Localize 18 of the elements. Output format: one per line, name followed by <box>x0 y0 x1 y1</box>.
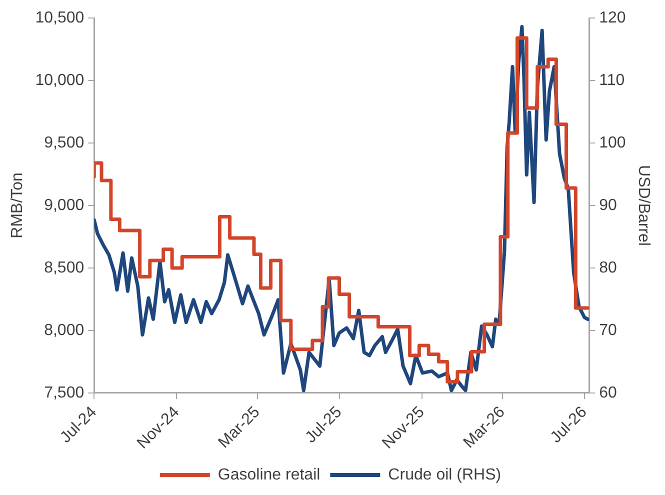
y-tick-label: 9,500 <box>44 134 84 152</box>
legend-label: Crude oil (RHS) <box>388 466 502 484</box>
y-tick-label: 10,000 <box>35 72 84 89</box>
y-tick-label: 10,500 <box>35 9 84 26</box>
legend-label: Gasoline retail <box>218 466 320 484</box>
y-tick-label: 8,500 <box>44 259 84 276</box>
y-axis-title: RMB/Ton <box>9 172 26 238</box>
y2-tick-label: 100 <box>599 134 626 152</box>
y2-tick-label: 80 <box>599 259 618 276</box>
y-tick-label: 7,500 <box>44 384 84 402</box>
y2-axis-title: USD/Barrel <box>634 165 652 246</box>
y-tick-label: 9,000 <box>44 196 84 214</box>
y2-tick-label: 110 <box>599 72 625 89</box>
y-tick-label: 8,000 <box>44 322 84 339</box>
y2-tick-label: 70 <box>599 322 618 339</box>
y2-tick-label: 120 <box>599 9 626 26</box>
y2-tick-label: 90 <box>599 196 618 214</box>
y2-tick-label: 60 <box>599 384 618 402</box>
